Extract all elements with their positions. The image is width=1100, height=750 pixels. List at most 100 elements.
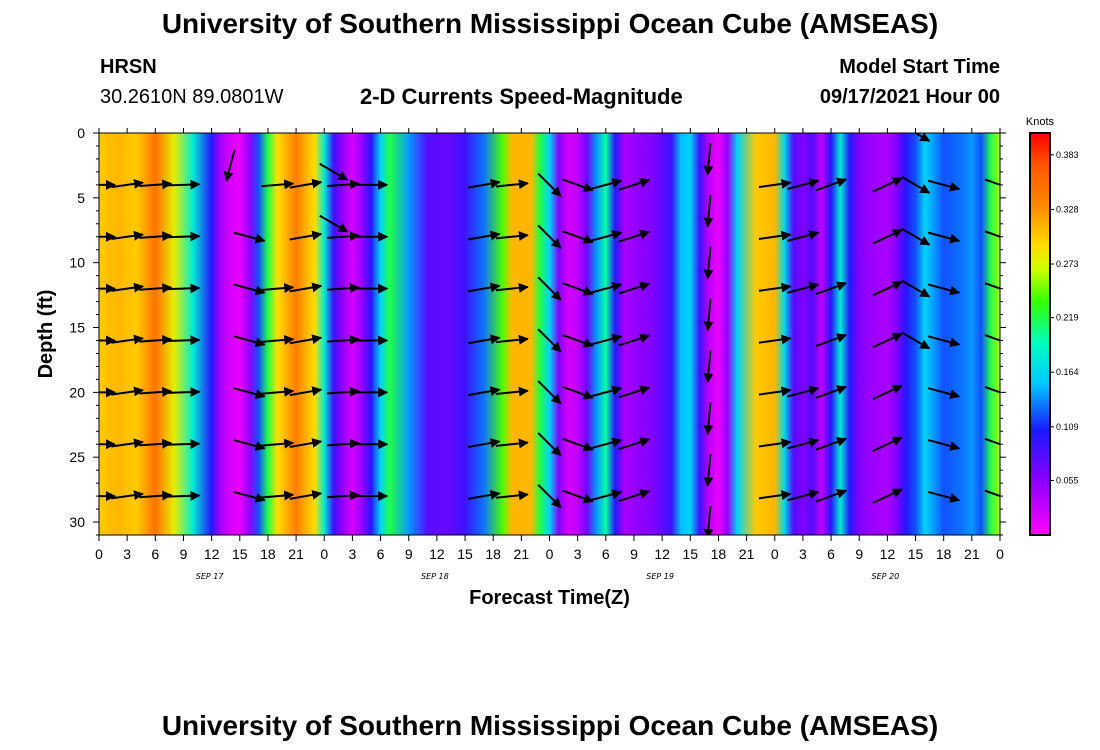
current-vector: [495, 490, 529, 501]
current-vector: [901, 331, 931, 350]
x-tick-label: 12: [654, 546, 670, 562]
current-vector: [495, 334, 529, 345]
current-vector: [872, 177, 903, 193]
current-vector: [618, 489, 651, 502]
x-tick-label: 9: [405, 546, 413, 562]
x-tick-label: 21: [964, 546, 980, 562]
current-vector: [167, 387, 201, 398]
y-tick-label: 0: [77, 125, 85, 141]
current-vector: [927, 283, 961, 296]
x-tick-label: 0: [95, 546, 103, 562]
current-vector: [111, 490, 144, 501]
current-vector: [787, 489, 820, 502]
current-vector: [537, 224, 562, 249]
current-vector: [815, 437, 848, 451]
station-coordinates: 30.2610N 89.0801W: [100, 86, 284, 108]
y-tick-label: 5: [77, 190, 85, 206]
current-vector: [901, 176, 931, 194]
current-vector: [139, 179, 173, 190]
x-tick-label: 21: [514, 546, 530, 562]
x-tick-label: 3: [574, 546, 582, 562]
current-vector: [139, 438, 173, 449]
current-vector: [590, 489, 623, 502]
current-vector: [758, 334, 792, 345]
current-vector: [703, 194, 714, 228]
current-vector: [167, 438, 201, 449]
current-vector: [261, 386, 295, 397]
current-vector: [913, 133, 931, 142]
x-tick-label: 6: [151, 546, 159, 562]
current-vector: [562, 282, 594, 296]
current-vector: [984, 334, 1000, 342]
current-vector: [618, 177, 651, 191]
current-vector: [927, 335, 961, 348]
current-vector: [233, 335, 266, 348]
colorbar-tick-label: 0.109: [1056, 422, 1079, 432]
current-vector: [326, 438, 360, 449]
y-tick-label: 20: [69, 384, 85, 400]
day-label: SEP 19: [646, 572, 674, 581]
x-tick-label: 0: [996, 546, 1004, 562]
colorbar-tick-label: 0.383: [1056, 150, 1079, 160]
current-vector: [758, 282, 792, 293]
colorbar-unit: Knots: [1026, 116, 1055, 128]
current-vector: [815, 177, 848, 192]
x-tick-label: 15: [457, 546, 473, 562]
current-vector: [927, 439, 961, 451]
current-vector: [537, 172, 562, 197]
current-vector: [562, 489, 594, 504]
current-vector: [984, 489, 1000, 498]
current-vector: [872, 229, 903, 245]
current-vector: [984, 230, 1000, 238]
x-tick-label: 9: [855, 546, 863, 562]
current-vector: [758, 490, 792, 501]
current-vector: [495, 231, 529, 241]
current-vector: [618, 385, 651, 399]
current-vector: [537, 380, 562, 405]
y-tick-label: 25: [69, 449, 85, 465]
x-tick-label: 18: [485, 546, 501, 562]
x-tick-label: 6: [602, 546, 610, 562]
current-vector: [562, 178, 594, 192]
current-vector: [787, 281, 820, 294]
colorbar-tick-label: 0.328: [1056, 204, 1079, 214]
current-vector: [111, 438, 144, 449]
x-tick-label: 9: [630, 546, 638, 562]
current-vector: [139, 386, 173, 397]
current-vector: [467, 386, 501, 397]
x-axis-title: Forecast Time(Z): [469, 587, 630, 609]
colorbar-tick-label: 0.273: [1056, 259, 1079, 269]
colorbar-tick-label: 0.164: [1056, 367, 1079, 377]
current-vector: [927, 490, 961, 503]
day-label: SEP 18: [421, 572, 449, 581]
current-vector: [984, 178, 1000, 186]
current-vector: [139, 231, 173, 242]
current-vector: [537, 484, 562, 509]
day-label: SEP 20: [872, 572, 900, 581]
current-vector: [984, 437, 1000, 446]
current-vector: [901, 279, 931, 298]
current-vector: [261, 334, 295, 345]
current-vector: [537, 276, 562, 301]
current-vector: [537, 432, 562, 457]
speed-heatmap: [99, 133, 1000, 535]
current-vector: [787, 385, 820, 398]
current-vector: [590, 178, 623, 190]
colorbar-tick-label: 0.219: [1056, 313, 1079, 323]
current-vector: [703, 298, 714, 332]
current-vector: [618, 437, 651, 451]
model-start-value: 09/17/2021 Hour 00: [819, 86, 1000, 108]
current-vector: [261, 438, 295, 449]
current-vector: [167, 490, 201, 501]
current-vector: [261, 283, 295, 293]
x-tick-label: 6: [377, 546, 385, 562]
current-vector: [289, 230, 323, 241]
current-vector: [167, 179, 201, 190]
current-vector: [467, 489, 501, 500]
current-vector: [562, 230, 594, 244]
x-tick-label: 21: [288, 546, 304, 562]
current-vector: [815, 333, 848, 347]
current-vector: [618, 281, 651, 295]
current-vector: [787, 178, 820, 190]
